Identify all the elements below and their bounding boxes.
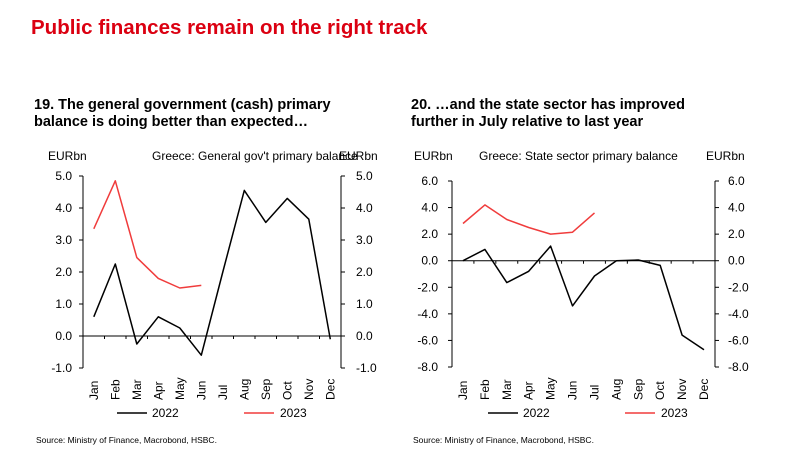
y-tick-label-left: 3.0 [55,233,72,247]
y-tick-label-left: 2.0 [55,265,72,279]
y-tick-label-right: 1.0 [356,297,373,311]
y-tick-label-left: -6.0 [417,333,438,347]
y-tick-label-right: 3.0 [356,233,373,247]
inner-chart-title: Greece: State sector primary balance [479,149,678,163]
y-tick-label-right: 5.0 [356,169,373,183]
y-tick-label-left: 4.0 [421,201,438,215]
series-2022-line [93,189,332,356]
x-tick-label: Sep [631,378,645,400]
x-tick-label: Jul [587,385,601,400]
x-tick-label: May [173,377,187,400]
chart-19-source: Source: Ministry of Finance, Macrobond, … [36,435,217,445]
chart-20-title-line1: 20. …and the state sector has improved [411,97,685,113]
page-title: Public finances remain on the right trac… [31,16,428,39]
y-tick-label-right: -1.0 [356,361,377,375]
y-tick-label-left: 0.0 [55,329,72,343]
y-unit-left: EURbn [48,149,87,163]
x-tick-label: Mar [500,379,514,400]
y-unit-left: EURbn [414,149,453,163]
series-2023-line [462,204,595,235]
x-tick-label: Feb [108,379,122,400]
chart-20-source: Source: Ministry of Finance, Macrobond, … [413,435,594,445]
x-tick-label: Jun [194,381,208,400]
chart-20: EURbn EURbn Greece: State sector primary b… [414,149,749,420]
y-tick-label-right: 0.0 [356,329,373,343]
y-tick-label-right: -2.0 [728,280,749,294]
x-tick-label: Jan [456,381,470,400]
x-tick-label: Aug [237,379,251,400]
chart-20-title-line2: further in July relative to last year [411,114,644,130]
x-tick-label: Sep [259,378,273,400]
y-tick-label-left: 2.0 [421,227,438,241]
chart-19-title-line1: 19. The general government (cash) primar… [34,97,331,113]
y-tick-label-left: 4.0 [55,201,72,215]
x-tick-label: Nov [675,379,689,400]
y-tick-label-right: 6.0 [728,174,745,188]
x-tick-label: Jan [87,381,101,400]
x-tick-label: Aug [609,379,623,400]
x-tick-label: Nov [302,379,316,400]
x-tick-label: Mar [130,379,144,400]
y-tick-label-right: 4.0 [356,201,373,215]
y-tick-label-right: 4.0 [728,201,745,215]
inner-chart-title: Greece: General gov't primary balance [152,149,358,163]
y-tick-label-right: 2.0 [728,227,745,241]
x-tick-label: Dec [323,379,337,400]
series-2023-line [93,180,202,289]
x-tick-label: May [544,377,558,400]
x-tick-label: Apr [151,381,165,400]
y-tick-label-left: 5.0 [55,169,72,183]
x-tick-label: Apr [522,381,536,400]
x-tick-label: Jul [216,385,230,400]
x-tick-label: Dec [697,379,711,400]
chart-19-title: 19. The general government (cash) primar… [34,97,331,131]
y-tick-label-right: -8.0 [728,360,749,374]
chart-19-title-line2: balance is doing better than expected… [34,114,308,130]
x-tick-label: Oct [653,381,667,400]
y-unit-right: EURbn [706,149,745,163]
y-tick-label-left: -8.0 [417,360,438,374]
y-tick-label-left: 0.0 [421,254,438,268]
legend-label-2022: 2022 [152,406,179,420]
series-2022-line [462,245,705,351]
x-tick-label: Oct [280,381,294,400]
y-tick-label-left: 1.0 [55,297,72,311]
y-tick-label-left: -2.0 [417,280,438,294]
y-tick-label-right: 0.0 [728,254,745,268]
y-unit-right: EURbn [339,149,378,163]
legend-label-2023: 2023 [661,406,688,420]
y-tick-label-right: 2.0 [356,265,373,279]
y-tick-label-left: 6.0 [421,174,438,188]
y-tick-label-left: -1.0 [51,361,72,375]
x-tick-label: Feb [478,379,492,400]
legend-label-2022: 2022 [523,406,550,420]
y-tick-label-left: -4.0 [417,307,438,321]
legend-label-2023: 2023 [280,406,307,420]
x-tick-label: Jun [566,381,580,400]
y-tick-label-right: -6.0 [728,333,749,347]
chart-20-title: 20. …and the state sector has improved f… [411,97,685,131]
y-tick-label-right: -4.0 [728,307,749,321]
